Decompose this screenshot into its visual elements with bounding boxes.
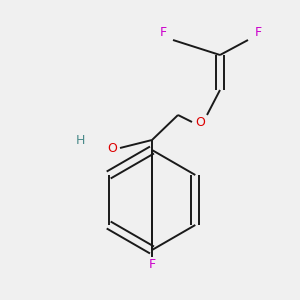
Text: F: F xyxy=(159,26,167,38)
Text: F: F xyxy=(254,26,262,38)
Text: O: O xyxy=(107,142,117,154)
Text: F: F xyxy=(148,259,156,272)
Text: O: O xyxy=(195,116,205,128)
Text: H: H xyxy=(75,134,85,146)
